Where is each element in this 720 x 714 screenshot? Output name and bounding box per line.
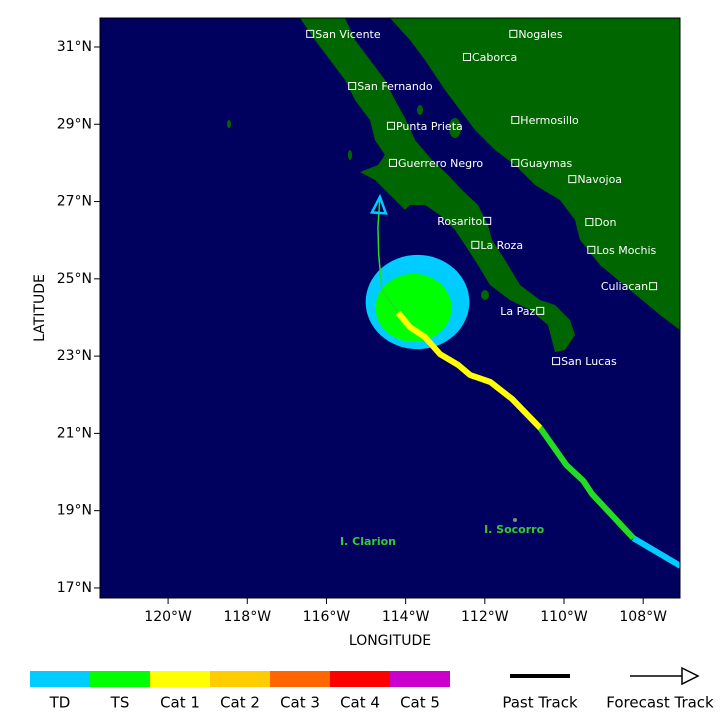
legend-label: Past Track [502, 694, 578, 711]
past-track-segment [537, 426, 636, 541]
city-label: Hermosillo [520, 114, 579, 127]
past-track-segment [631, 535, 680, 569]
y-tick-label: 27°N [57, 194, 92, 210]
city-label: Rosarito [437, 215, 482, 228]
city-marker [649, 282, 658, 291]
x-axis-label: LONGITUDE [349, 633, 431, 649]
city-label: Los Mochis [596, 244, 656, 257]
city-label: Navojoa [577, 173, 622, 186]
legend-swatch [150, 671, 210, 687]
legend-label: Cat 4 [340, 694, 380, 711]
legend-label: TD [49, 694, 71, 711]
island [227, 120, 231, 128]
city-label: San Fernando [357, 80, 433, 93]
city-marker [386, 121, 395, 130]
legend-swatch [210, 671, 270, 687]
legend-swatch [270, 671, 330, 687]
city-marker [388, 158, 397, 167]
y-tick-label: 19°N [57, 503, 92, 519]
city-label: Punta Prieta [396, 120, 463, 133]
x-tick-label: 120°W [144, 609, 192, 625]
city-label: La Roza [480, 239, 523, 252]
past-track-segment [395, 310, 543, 431]
y-tick-label: 29°N [57, 116, 92, 132]
legend-swatch [30, 671, 90, 687]
x-tick-label: 116°W [303, 609, 351, 625]
legend-label: Forecast Track [606, 694, 714, 711]
map-frame [99, 17, 681, 599]
city-label: Nogales [518, 28, 563, 41]
y-tick-label: 25°N [57, 271, 92, 287]
city-marker [511, 158, 520, 167]
baja-peninsula [300, 18, 575, 352]
legend-swatch [90, 671, 150, 687]
city-label: Guaymas [520, 157, 572, 170]
y-axis-label: LATITUDE [32, 274, 48, 342]
land [227, 18, 680, 522]
island [513, 518, 517, 522]
city-label: La Paz [500, 305, 535, 318]
city-marker [536, 306, 545, 315]
legend-label: Cat 1 [160, 694, 200, 711]
city-marker [509, 29, 518, 38]
city-marker [511, 116, 520, 125]
island [417, 105, 423, 115]
city-marker [471, 240, 480, 249]
city-label: Caborca [472, 51, 517, 64]
legend-swatch [390, 671, 450, 687]
island-label: I. Socorro [484, 523, 545, 536]
city-marker [348, 82, 357, 91]
forecast-track [377, 196, 399, 314]
forecast-track-legend-arrow [681, 666, 700, 686]
city-marker [552, 357, 561, 366]
island-label: I. Clarion [340, 535, 396, 548]
city-marker [587, 245, 596, 254]
forecast-arrow [369, 193, 388, 215]
x-tick-label: 108°W [619, 609, 667, 625]
x-tick-label: 114°W [382, 609, 430, 625]
island [348, 150, 352, 160]
y-tick-label: 23°N [57, 348, 92, 364]
city-label: Don [594, 216, 616, 229]
y-tick-label: 17°N [57, 580, 92, 596]
city-label: Culiacan [601, 280, 648, 293]
city-marker [463, 53, 472, 62]
island [449, 118, 461, 138]
legend-label: TS [110, 694, 130, 711]
legend-label: Cat 3 [280, 694, 320, 711]
legend-label: Cat 5 [400, 694, 440, 711]
wind-radius [375, 273, 452, 342]
island [481, 290, 489, 300]
city-marker [306, 29, 315, 38]
x-tick-label: 112°W [461, 609, 509, 625]
legend-swatch [330, 671, 390, 687]
x-tick-label: 110°W [540, 609, 588, 625]
city-label: Guerrero Negro [398, 157, 483, 170]
x-tick-label: 118°W [223, 609, 271, 625]
y-tick-label: 31°N [57, 39, 92, 55]
city-label: San Vicente [315, 28, 381, 41]
mainland [390, 18, 680, 330]
city-marker [483, 216, 492, 225]
legend-label: Cat 2 [220, 694, 260, 711]
city-marker [568, 175, 577, 184]
city-marker [585, 218, 594, 227]
y-tick-label: 21°N [57, 425, 92, 441]
city-label: San Lucas [561, 355, 617, 368]
